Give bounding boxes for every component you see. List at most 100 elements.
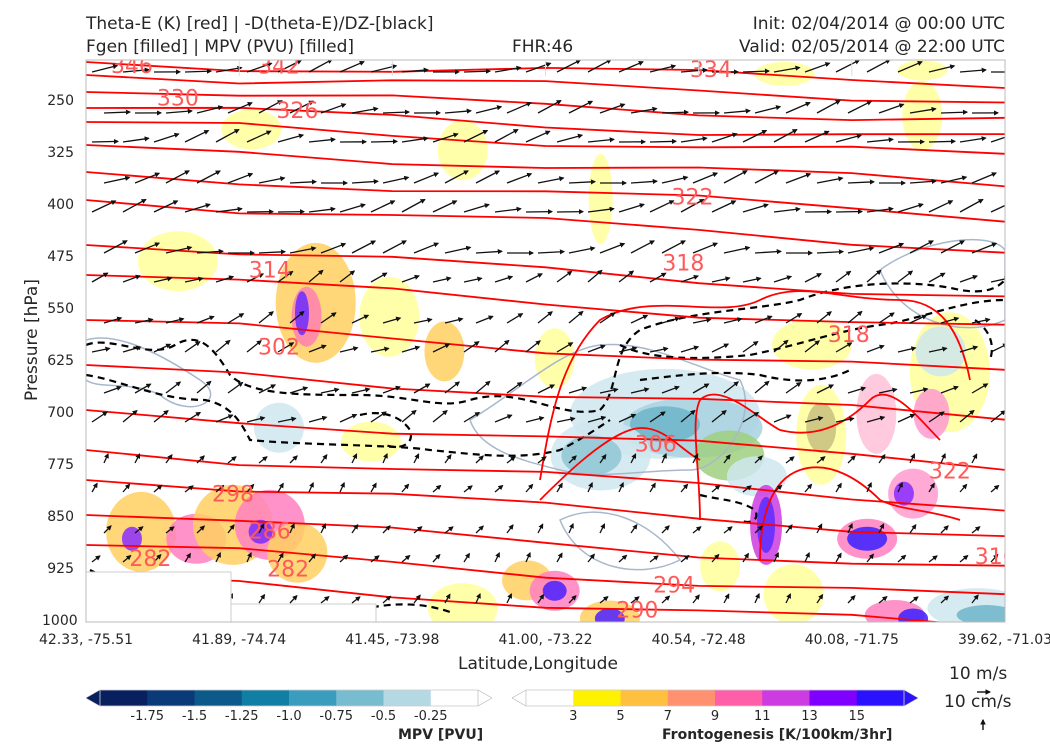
x-tick-label: 41.00, -73.22 bbox=[498, 632, 593, 648]
wind-vector bbox=[506, 101, 532, 114]
wind-vector bbox=[463, 68, 492, 74]
wind-vector bbox=[835, 416, 855, 423]
wind-vector bbox=[215, 552, 221, 563]
fgen-colorbar bbox=[511, 689, 919, 707]
wind-vector bbox=[773, 206, 801, 213]
wind-vector bbox=[165, 454, 173, 464]
wind-vector bbox=[289, 386, 309, 394]
x-tick-label: 39.62, -71.03 bbox=[957, 632, 1050, 648]
filled-contour-patch bbox=[726, 456, 787, 497]
wind-vector bbox=[649, 272, 667, 283]
wind-vector bbox=[463, 485, 473, 493]
wind-vector bbox=[909, 240, 934, 254]
theta-e-contour bbox=[86, 409, 1005, 471]
wind-vector bbox=[959, 554, 969, 563]
colorbar-tick-label: -1.75 bbox=[130, 709, 165, 724]
theta-e-contour bbox=[86, 364, 1005, 421]
wind-vector bbox=[289, 594, 298, 604]
wind-vector bbox=[816, 384, 835, 394]
wind-vector bbox=[692, 317, 712, 324]
wind-vector bbox=[816, 176, 844, 184]
wind-vector bbox=[537, 249, 566, 255]
wind-vector bbox=[122, 67, 150, 73]
wind-vector bbox=[959, 136, 987, 143]
wind-vector bbox=[754, 592, 760, 604]
wind-vector bbox=[587, 553, 595, 563]
wind-vector bbox=[816, 456, 826, 464]
wind-vector bbox=[878, 387, 898, 394]
wind-vector bbox=[785, 101, 811, 114]
wind-vector bbox=[463, 203, 490, 213]
wind-vector bbox=[847, 246, 875, 254]
wind-key-label: 10 m/s bbox=[949, 664, 1008, 684]
colorbar-tick-label: -0.5 bbox=[370, 709, 397, 724]
vertical-key-label: 10 cm/s bbox=[944, 692, 1012, 712]
wind-vector bbox=[599, 242, 626, 254]
x-tick-label: 40.08, -71.75 bbox=[804, 632, 899, 648]
wind-vector bbox=[773, 339, 789, 353]
wind-vector bbox=[432, 200, 458, 213]
wind-vector bbox=[184, 411, 202, 423]
wind-vector bbox=[444, 108, 472, 114]
wind-vector bbox=[940, 109, 969, 115]
wind-vector bbox=[525, 340, 541, 353]
filled-contour-patch bbox=[915, 326, 966, 377]
theta-e-contour-label: 314 bbox=[249, 259, 291, 284]
wind-vector bbox=[773, 484, 783, 493]
wind-vector bbox=[599, 103, 626, 114]
colorbar-swatch bbox=[194, 690, 243, 706]
wind-vector bbox=[246, 273, 265, 283]
y-tick-label: 775 bbox=[47, 456, 74, 473]
theta-e-contour-label: 290 bbox=[616, 599, 658, 624]
wind-vector bbox=[506, 524, 514, 534]
wind-vector bbox=[785, 593, 791, 604]
wind-vector bbox=[618, 61, 644, 73]
wind-vector bbox=[320, 242, 347, 254]
wind-vector bbox=[723, 170, 748, 184]
wind-vector bbox=[258, 593, 266, 604]
wind-vector bbox=[971, 383, 989, 394]
wind-vector bbox=[866, 553, 875, 563]
wind-vector bbox=[680, 274, 699, 283]
wind-vector bbox=[630, 596, 640, 604]
terrain-block bbox=[230, 603, 377, 623]
wind-vector bbox=[506, 593, 512, 604]
wind-vector bbox=[649, 482, 656, 493]
wind-vector bbox=[351, 596, 361, 604]
wind-vector bbox=[835, 133, 863, 143]
wind-vector bbox=[91, 200, 117, 213]
wind-vector bbox=[463, 552, 470, 563]
wind-vector bbox=[711, 132, 738, 143]
theta-e-contour-label: 342 bbox=[258, 55, 300, 80]
filled-contour-patch bbox=[763, 564, 824, 622]
wind-vector bbox=[475, 315, 494, 324]
wind-vector bbox=[680, 409, 696, 423]
wind-vector bbox=[289, 246, 317, 254]
wind-vector bbox=[413, 242, 440, 254]
filled-contour-patch bbox=[121, 526, 142, 551]
wind-vector bbox=[525, 551, 531, 563]
wind-vector bbox=[320, 387, 340, 394]
colorbar-tick-label: 11 bbox=[753, 709, 771, 724]
wind-vector bbox=[184, 203, 211, 213]
wind-vector bbox=[227, 381, 244, 394]
wind-vector bbox=[196, 525, 206, 534]
wind-vector bbox=[847, 595, 856, 604]
wind-vector bbox=[339, 203, 366, 213]
wind-vector bbox=[122, 274, 141, 283]
wind-vector bbox=[122, 409, 138, 423]
wind-vector bbox=[568, 455, 577, 464]
wind-vector bbox=[897, 413, 916, 423]
wind-vector bbox=[103, 316, 123, 324]
theta-e-contour-label: 282 bbox=[129, 547, 171, 572]
theta-e-contour bbox=[86, 144, 1005, 188]
wind-vector bbox=[680, 554, 690, 563]
wind-vector bbox=[847, 179, 876, 185]
wind-vector bbox=[494, 65, 522, 73]
colorbar-swatch bbox=[289, 690, 337, 706]
wind-vector bbox=[928, 411, 945, 423]
wind-vector bbox=[990, 136, 1005, 143]
wind-vector bbox=[308, 60, 333, 73]
wind-vector bbox=[754, 105, 782, 114]
filled-contour-patch bbox=[253, 402, 304, 453]
